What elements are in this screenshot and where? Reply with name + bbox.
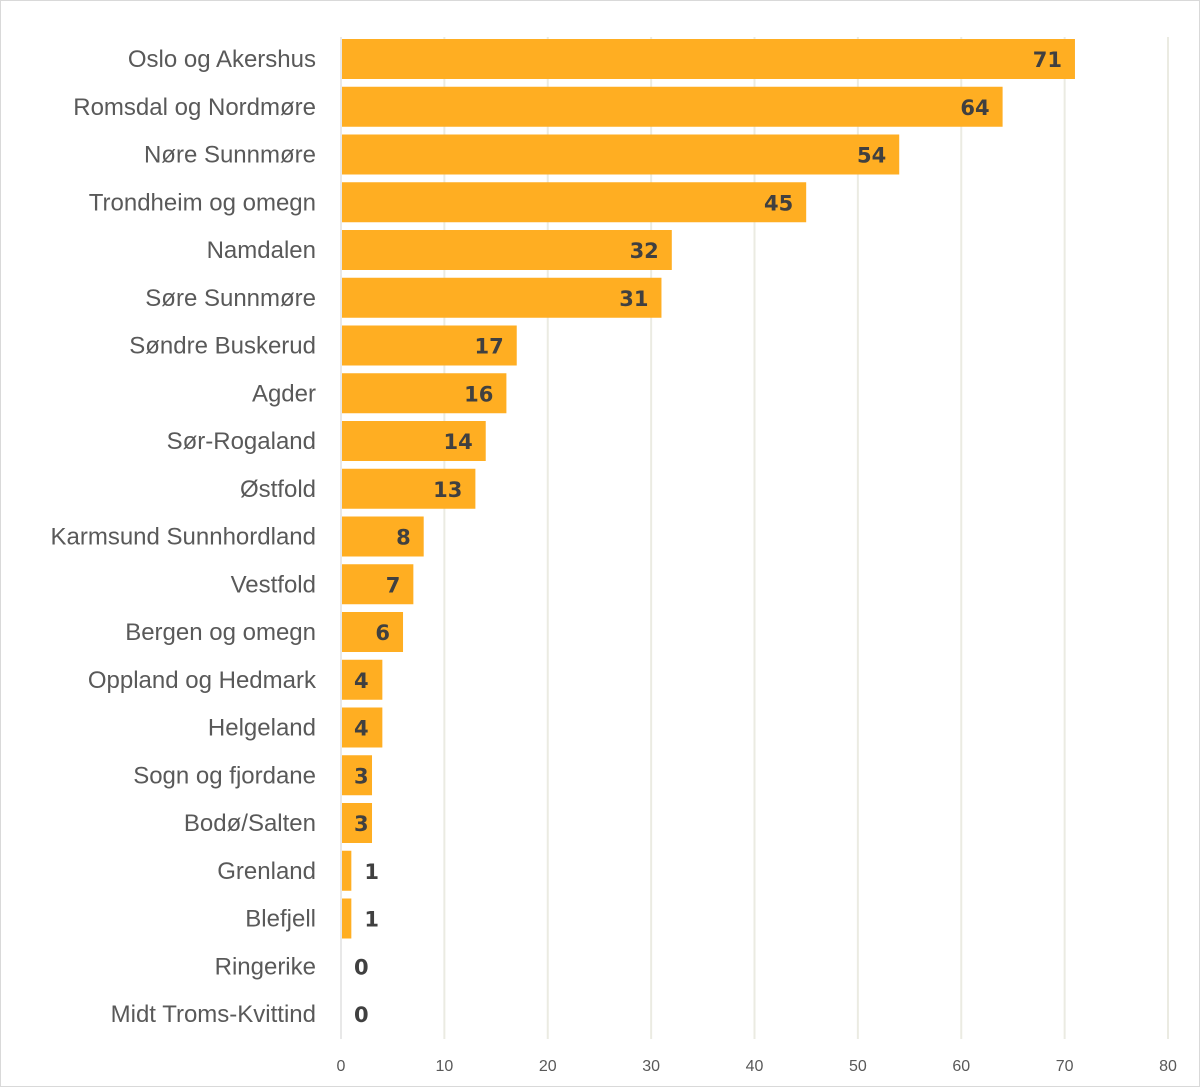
bar <box>342 468 476 509</box>
bar <box>342 659 383 700</box>
category-label: Søndre Buskerud <box>129 333 316 360</box>
category-label: Karmsund Sunnhordland <box>50 524 316 551</box>
bar <box>342 516 424 557</box>
bar <box>342 421 486 461</box>
category-label: Oppland og Hedmark <box>88 667 317 694</box>
data-label: 14 <box>443 430 472 454</box>
data-label: 4 <box>354 669 369 693</box>
category-label: Helgeland <box>208 715 316 742</box>
category-label: Oslo og Akershus <box>128 46 316 73</box>
bar <box>342 86 1003 127</box>
data-label: 16 <box>464 382 493 406</box>
bar <box>342 182 807 223</box>
data-label: 64 <box>960 96 989 120</box>
category-labels: Oslo og Akershus Romsdal og Nordmøre Nøre … <box>50 46 317 1028</box>
category-label: Trondheim og omegn <box>89 189 316 216</box>
category-label: Sogn og fjordane <box>133 762 316 789</box>
data-label: 1 <box>364 860 379 884</box>
bar <box>342 612 404 652</box>
bar <box>342 277 662 318</box>
x-tick-label: 80 <box>1159 1058 1177 1075</box>
category-label: Grenland <box>217 858 316 885</box>
category-label: Agder <box>252 380 316 407</box>
data-label: 3 <box>354 812 369 836</box>
x-tick-label: 70 <box>1056 1058 1074 1075</box>
data-label: 32 <box>630 239 659 263</box>
bar <box>342 707 383 748</box>
data-label: 0 <box>354 1003 369 1027</box>
category-label: Vestfold <box>231 571 316 598</box>
data-label: 54 <box>857 144 886 168</box>
bar <box>342 898 352 939</box>
data-label: 1 <box>364 908 379 932</box>
x-axis-ticks: 0 10 20 30 40 50 60 70 80 <box>337 1058 1177 1075</box>
x-tick-label: 30 <box>642 1058 660 1075</box>
data-label: 4 <box>354 717 369 741</box>
category-label: Namdalen <box>207 237 316 264</box>
bar <box>342 850 352 891</box>
data-label: 31 <box>619 287 648 311</box>
data-label: 13 <box>433 478 462 502</box>
data-label: 6 <box>375 621 390 645</box>
category-label: Blefjell <box>245 906 316 933</box>
data-label: 0 <box>354 955 369 979</box>
x-tick-label: 0 <box>337 1058 346 1075</box>
data-label: 8 <box>396 526 411 550</box>
category-label: Sør-Rogaland <box>167 428 316 455</box>
category-label: Østfold <box>240 476 316 503</box>
category-label: Midt Troms-Kvittind <box>111 1001 316 1028</box>
bar <box>342 373 507 414</box>
bar <box>342 230 672 270</box>
data-label: 71 <box>1033 48 1062 72</box>
x-tick-label: 40 <box>746 1058 764 1075</box>
bar <box>342 134 900 175</box>
bar <box>342 325 517 366</box>
bars <box>342 39 1075 939</box>
x-tick-label: 50 <box>849 1058 867 1075</box>
category-label: Bergen og omegn <box>125 619 316 646</box>
category-label: Ringerike <box>215 953 316 980</box>
category-label: Bodø/Salten <box>184 810 316 837</box>
bar <box>342 755 373 796</box>
data-label: 17 <box>475 335 504 359</box>
x-tick-label: 20 <box>539 1058 557 1075</box>
bar <box>342 564 414 605</box>
category-label: Romsdal og Nordmøre <box>73 94 316 121</box>
data-label: 45 <box>764 191 793 215</box>
category-label: Nøre Sunnmøre <box>144 142 316 169</box>
category-label: Søre Sunnmøre <box>145 285 316 312</box>
x-tick-label: 60 <box>952 1058 970 1075</box>
data-label: 3 <box>354 764 369 788</box>
bar <box>342 803 373 843</box>
bar <box>342 39 1075 79</box>
data-label: 7 <box>386 573 401 597</box>
x-tick-label: 10 <box>435 1058 453 1075</box>
